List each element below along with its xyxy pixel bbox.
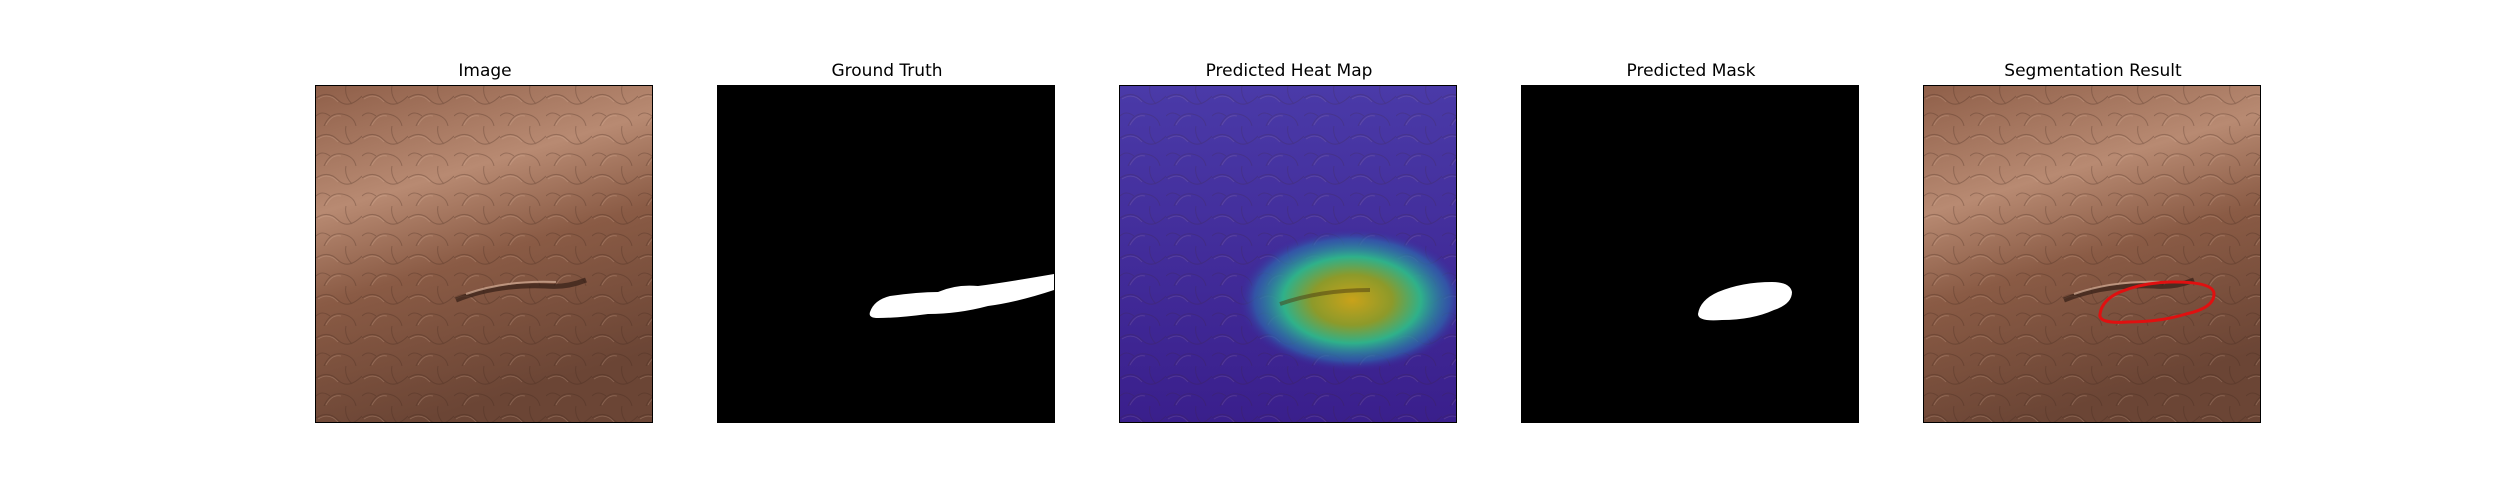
panel-heat-map: Predicted Heat Map bbox=[1119, 0, 1459, 500]
heat-map-image bbox=[1119, 85, 1457, 423]
segmentation-contour bbox=[2098, 280, 2216, 324]
panel-image: Image bbox=[315, 0, 655, 500]
panel-title: Predicted Heat Map bbox=[1205, 61, 1373, 81]
panel-title: Ground Truth bbox=[831, 61, 943, 81]
panel-segmentation-result: Segmentation Result bbox=[1923, 0, 2263, 500]
panel-title: Segmentation Result bbox=[2004, 61, 2182, 81]
panel-ground-truth: Ground Truth bbox=[717, 0, 1057, 500]
ground-truth-mask bbox=[717, 85, 1055, 423]
leather-image bbox=[315, 85, 653, 423]
panel-title: Predicted Mask bbox=[1626, 61, 1756, 81]
segmentation-result-image bbox=[1923, 85, 2261, 423]
panel-title: Image bbox=[458, 61, 512, 81]
predicted-mask bbox=[1521, 85, 1859, 423]
panel-predicted-mask: Predicted Mask bbox=[1521, 0, 1861, 500]
